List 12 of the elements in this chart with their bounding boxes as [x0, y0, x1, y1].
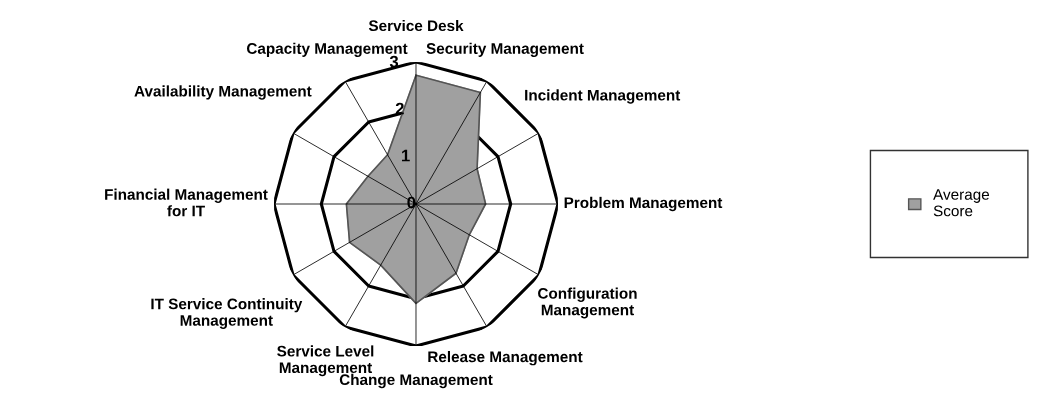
spoke-label: Configuration Management	[538, 287, 637, 319]
spoke-label: Security Management	[426, 42, 584, 57]
spoke-label: IT Service Continuity Management	[151, 298, 303, 329]
spoke-label: Financial Management for IT	[105, 188, 268, 217]
spoke-label: Incident Management	[525, 89, 681, 104]
spoke-label: Availability Management	[134, 85, 312, 100]
spoke-label: Problem Management	[564, 196, 723, 212]
legend-label: Average Score	[933, 189, 990, 217]
spoke-label: Service Desk	[368, 19, 464, 32]
y-tick-label: 1	[402, 149, 410, 162]
spoke-label: Capacity Management	[246, 42, 408, 57]
spoke-label: Release Management	[428, 351, 583, 366]
